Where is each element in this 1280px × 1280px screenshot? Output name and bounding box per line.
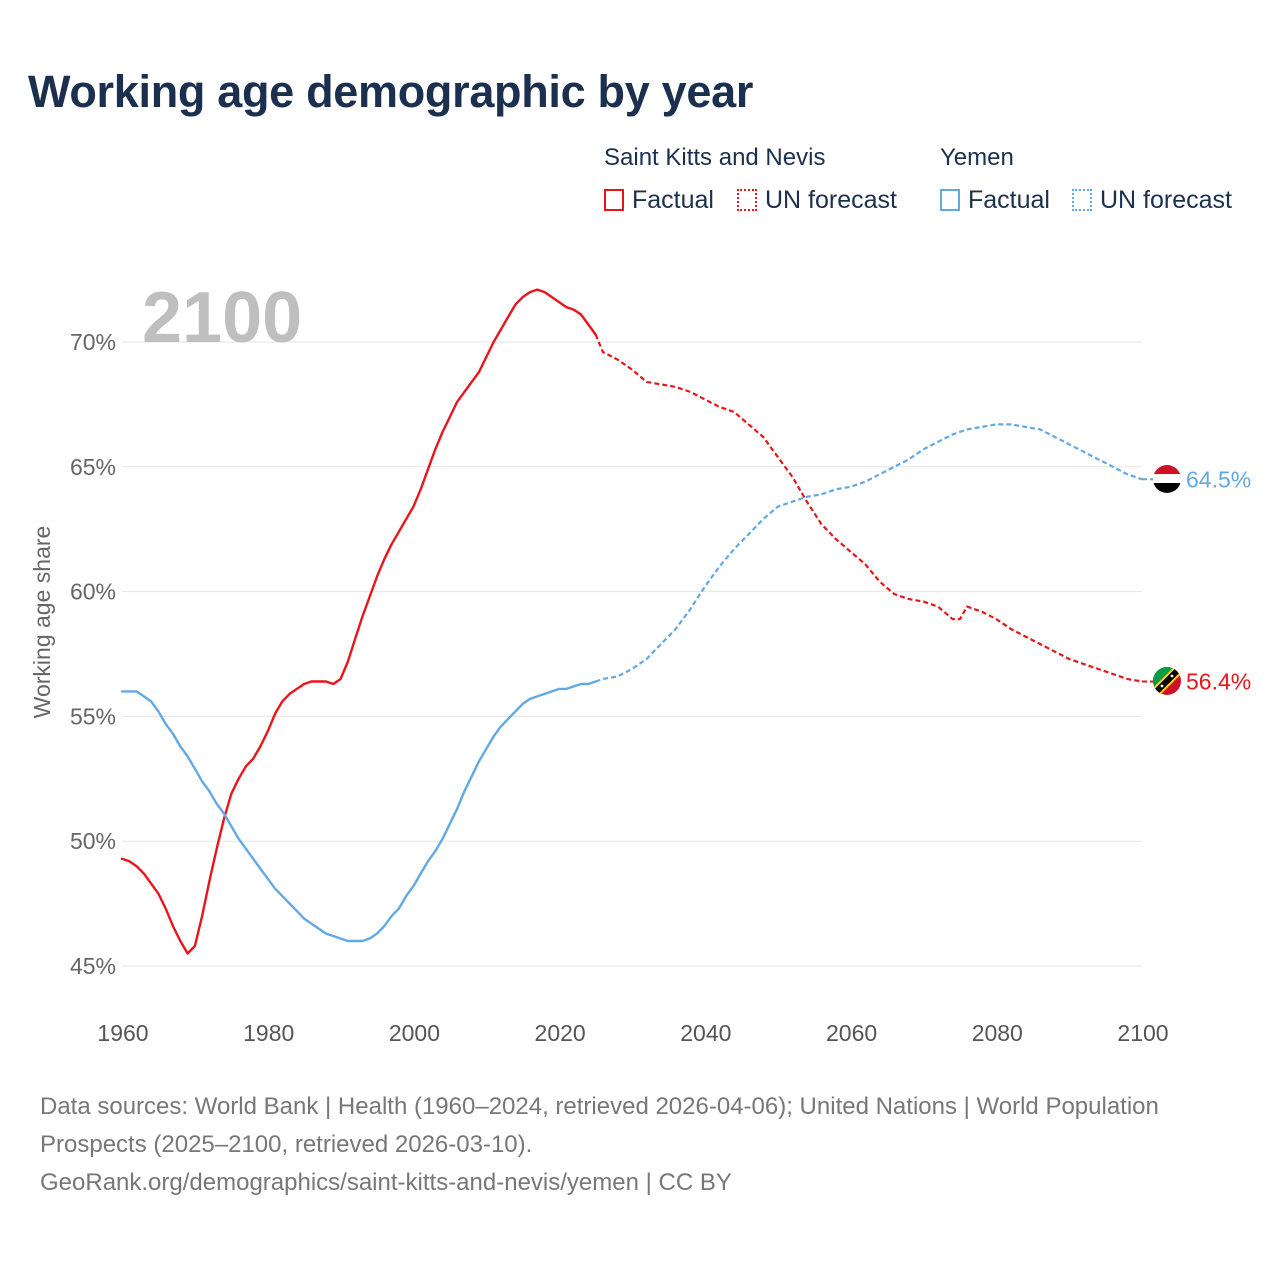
legend-label: Factual (632, 185, 714, 214)
x-tick-label: 2080 (972, 1020, 1023, 1046)
y-tick-label: 70% (70, 329, 116, 355)
x-tick-label: 2040 (680, 1020, 731, 1046)
x-tick-label: 2060 (826, 1020, 877, 1046)
legend-swatch-solid-icon (604, 189, 624, 211)
legend-label: UN forecast (1100, 185, 1232, 214)
series-line-yemen-factual[interactable] (120, 680, 597, 943)
data-sources-text: Data sources: World Bank | Health (1960–… (40, 1093, 1159, 1158)
legend-item-saint-kitts-factual[interactable]: Factual (604, 185, 714, 215)
legend-item-yemen-factual[interactable]: Factual (940, 185, 1050, 215)
end-value-label-yemen: 64.5% (1186, 466, 1251, 492)
x-tick-label: 2100 (1117, 1020, 1168, 1046)
end-value-label-saint-kitts-and-nevis: 56.4% (1186, 668, 1251, 694)
footer: Data sources: World Bank | Health (1960–… (40, 1088, 1240, 1202)
legend-swatch-dotted-icon (737, 189, 757, 211)
legend-swatch-solid-icon (940, 189, 960, 211)
chart-title: Working age demographic by year (28, 66, 754, 117)
y-tick-label: 55% (70, 703, 116, 729)
series-line-yemen-forecast[interactable] (595, 423, 1143, 683)
year-watermark: 2100 (142, 278, 302, 358)
y-tick-label: 50% (70, 828, 116, 854)
legend-item-yemen-forecast[interactable]: UN forecast (1072, 185, 1232, 215)
series-line-saint-kitts-and-nevis-forecast[interactable] (594, 334, 1143, 683)
x-tick-label: 2020 (535, 1020, 586, 1046)
x-tick-label: 2000 (389, 1020, 440, 1046)
legend-swatch-dotted-icon (1072, 189, 1092, 211)
legend-country-yemen: Yemen (940, 144, 1014, 171)
legend-country-saint-kitts: Saint Kitts and Nevis (604, 144, 826, 171)
y-axis-label: Working age share (29, 526, 55, 719)
x-tick-label: 1960 (97, 1020, 148, 1046)
y-tick-label: 65% (70, 454, 116, 480)
x-tick-label: 1980 (243, 1020, 294, 1046)
y-tick-label: 45% (70, 953, 116, 979)
yemen-flag-icon (1153, 465, 1181, 493)
y-tick-label: 60% (70, 579, 116, 605)
saint-kitts-flag-icon (1153, 667, 1181, 695)
legend-label: Factual (968, 185, 1050, 214)
line-chart: 2100 Working age share 45% 50% 55% 60% 65% 70… (29, 278, 1251, 1046)
series-line-saint-kitts-and-nevis-factual[interactable] (120, 288, 597, 955)
credit-link[interactable]: GeoRank.org/demographics/saint-kitts-and… (40, 1169, 732, 1196)
legend-label: UN forecast (765, 185, 897, 214)
legend-item-saint-kitts-forecast[interactable]: UN forecast (737, 185, 897, 215)
